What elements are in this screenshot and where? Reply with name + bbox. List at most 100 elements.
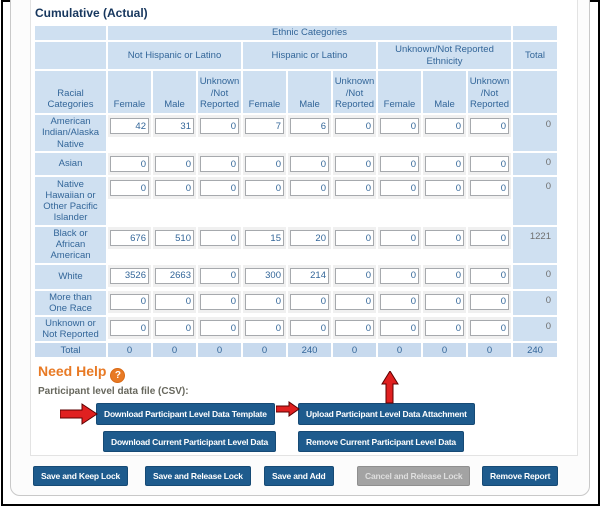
count-input[interactable] — [155, 180, 194, 196]
count-input[interactable] — [470, 118, 509, 134]
count-input[interactable] — [335, 293, 374, 310]
count-input[interactable] — [425, 156, 464, 172]
count-input[interactable] — [380, 267, 419, 284]
upload-attachment-button[interactable]: Upload Participant Level Data Attachment — [298, 403, 475, 425]
count-input[interactable] — [425, 180, 464, 196]
count-cell — [108, 115, 151, 151]
count-cell — [153, 177, 196, 225]
count-input[interactable] — [245, 320, 284, 337]
count-input[interactable] — [425, 267, 464, 284]
count-input[interactable] — [470, 267, 509, 284]
count-input[interactable] — [155, 320, 194, 337]
count-input[interactable] — [470, 320, 509, 337]
count-input[interactable] — [200, 230, 239, 246]
count-input-strip — [108, 227, 151, 249]
count-input[interactable] — [425, 118, 464, 134]
count-input-strip — [243, 115, 286, 137]
count-input-strip — [378, 115, 421, 137]
count-input[interactable] — [425, 293, 464, 310]
count-cell — [468, 264, 511, 289]
download-template-button[interactable]: Download Participant Level Data Template — [96, 403, 275, 425]
count-input[interactable] — [470, 293, 509, 310]
count-input[interactable] — [425, 230, 464, 246]
count-input-strip — [468, 153, 511, 175]
count-input[interactable] — [155, 267, 194, 284]
column-total: 0 — [468, 343, 511, 358]
not-hispanic-header: Not Hispanic or Latino — [108, 42, 241, 69]
count-input[interactable] — [245, 180, 284, 196]
save-and-add-button[interactable]: Save and Add — [264, 466, 334, 486]
count-input[interactable] — [200, 156, 239, 172]
count-input[interactable] — [110, 293, 149, 310]
count-input[interactable] — [380, 156, 419, 172]
count-input[interactable] — [290, 156, 329, 172]
count-input[interactable] — [245, 267, 284, 284]
count-input[interactable] — [290, 267, 329, 284]
count-cell — [153, 115, 196, 151]
count-cell — [198, 115, 241, 151]
count-input[interactable] — [290, 118, 329, 134]
count-cell — [198, 290, 241, 316]
count-input[interactable] — [155, 230, 194, 246]
count-input[interactable] — [110, 180, 149, 196]
save-release-lock-button[interactable]: Save and Release Lock — [145, 466, 251, 486]
count-input[interactable] — [155, 118, 194, 134]
count-cell — [108, 227, 151, 263]
count-input[interactable] — [110, 156, 149, 172]
count-input[interactable] — [335, 320, 374, 337]
count-input[interactable] — [155, 293, 194, 310]
count-input[interactable] — [245, 118, 284, 134]
col-header-female: Female — [108, 71, 151, 113]
count-input-strip — [198, 317, 241, 340]
count-input[interactable] — [245, 156, 284, 172]
count-input[interactable] — [470, 156, 509, 172]
count-input[interactable] — [200, 180, 239, 196]
count-input[interactable] — [380, 118, 419, 134]
count-input-strip — [378, 290, 421, 313]
count-input[interactable] — [335, 156, 374, 172]
count-input[interactable] — [290, 293, 329, 310]
count-input[interactable] — [335, 267, 374, 284]
need-help-heading[interactable]: Need Help? — [38, 363, 126, 383]
racial-category-label: White — [35, 264, 106, 289]
count-input[interactable] — [110, 230, 149, 246]
count-input[interactable] — [335, 230, 374, 246]
count-input-strip — [378, 264, 421, 287]
count-input[interactable] — [155, 156, 194, 172]
count-input[interactable] — [425, 320, 464, 337]
count-input[interactable] — [200, 320, 239, 337]
count-input-strip — [153, 264, 196, 287]
count-input[interactable] — [290, 320, 329, 337]
download-current-data-button[interactable]: Download Current Participant Level Data — [103, 431, 277, 452]
count-input[interactable] — [110, 320, 149, 337]
cancel-release-lock-button[interactable]: Cancel and Release Lock — [357, 466, 471, 486]
count-input-strip — [243, 153, 286, 175]
column-total: 0 — [243, 343, 286, 358]
remove-current-data-button[interactable]: Remove Current Participant Level Data — [298, 431, 464, 452]
count-input-strip — [378, 317, 421, 340]
count-input[interactable] — [380, 230, 419, 246]
count-input[interactable] — [380, 293, 419, 310]
count-input-strip — [333, 264, 376, 287]
racial-category-label: Black or African American — [35, 227, 106, 263]
corner-blank-cell — [35, 26, 106, 40]
count-input[interactable] — [335, 118, 374, 134]
count-input[interactable] — [110, 267, 149, 284]
count-input[interactable] — [470, 230, 509, 246]
save-keep-lock-button[interactable]: Save and Keep Lock — [33, 466, 129, 486]
count-input[interactable] — [290, 230, 329, 246]
remove-report-button[interactable]: Remove Report — [482, 466, 559, 486]
count-input[interactable] — [335, 180, 374, 196]
count-input[interactable] — [470, 180, 509, 196]
count-input[interactable] — [200, 293, 239, 310]
count-input[interactable] — [290, 180, 329, 196]
count-input[interactable] — [110, 118, 149, 134]
count-input[interactable] — [245, 293, 284, 310]
count-cell — [243, 317, 286, 342]
count-input[interactable] — [380, 180, 419, 196]
count-input[interactable] — [200, 267, 239, 284]
count-input[interactable] — [380, 320, 419, 337]
count-input[interactable] — [245, 230, 284, 246]
count-input[interactable] — [200, 118, 239, 134]
help-question-icon[interactable]: ? — [110, 368, 126, 383]
